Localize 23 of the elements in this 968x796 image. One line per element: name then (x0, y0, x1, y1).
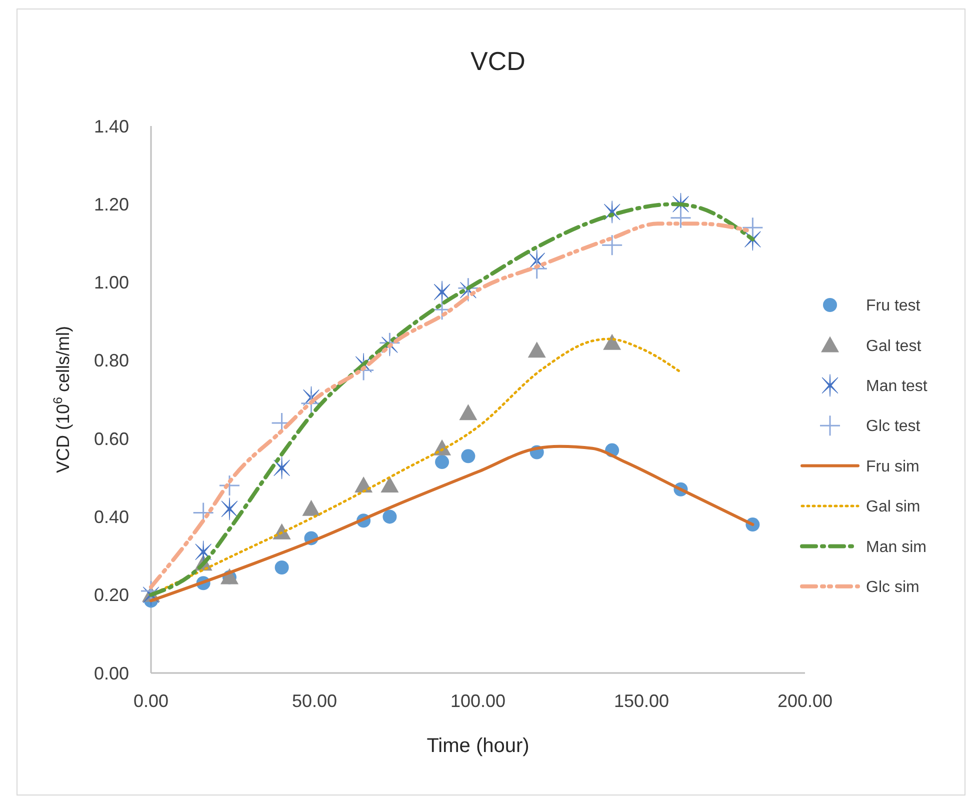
legend-label: Gal sim (866, 498, 920, 516)
x-tick-label: 0.00 (133, 691, 169, 711)
legend-label: Fru sim (866, 458, 920, 476)
legend-label: Man test (866, 378, 928, 395)
y-tick-label: 0.60 (94, 428, 129, 449)
x-tick-label: 200.00 (777, 691, 833, 711)
x-axis-title: Time (hour) (426, 735, 530, 757)
legend-label: Glc test (866, 418, 921, 436)
y-tick-label: 0.80 (94, 350, 129, 371)
x-tick-label: 50.00 (292, 691, 338, 711)
legend-label: Glc sim (866, 579, 920, 596)
y-tick-label: 1.40 (94, 116, 129, 136)
legend-label: Fru test (866, 298, 921, 315)
chart-title: VCD (470, 46, 526, 76)
x-tick-label: 150.00 (614, 691, 670, 711)
y-tick-label: 0.40 (94, 507, 129, 528)
y-tick-label: 0.00 (94, 663, 129, 684)
legend-label: Gal test (866, 338, 922, 355)
legend-label: Man sim (866, 538, 926, 556)
y-tick-label: 1.20 (94, 194, 129, 214)
x-tick-label: 100.00 (450, 691, 506, 711)
y-tick-label: 1.00 (94, 272, 129, 293)
y-tick-label: 0.20 (94, 585, 129, 606)
